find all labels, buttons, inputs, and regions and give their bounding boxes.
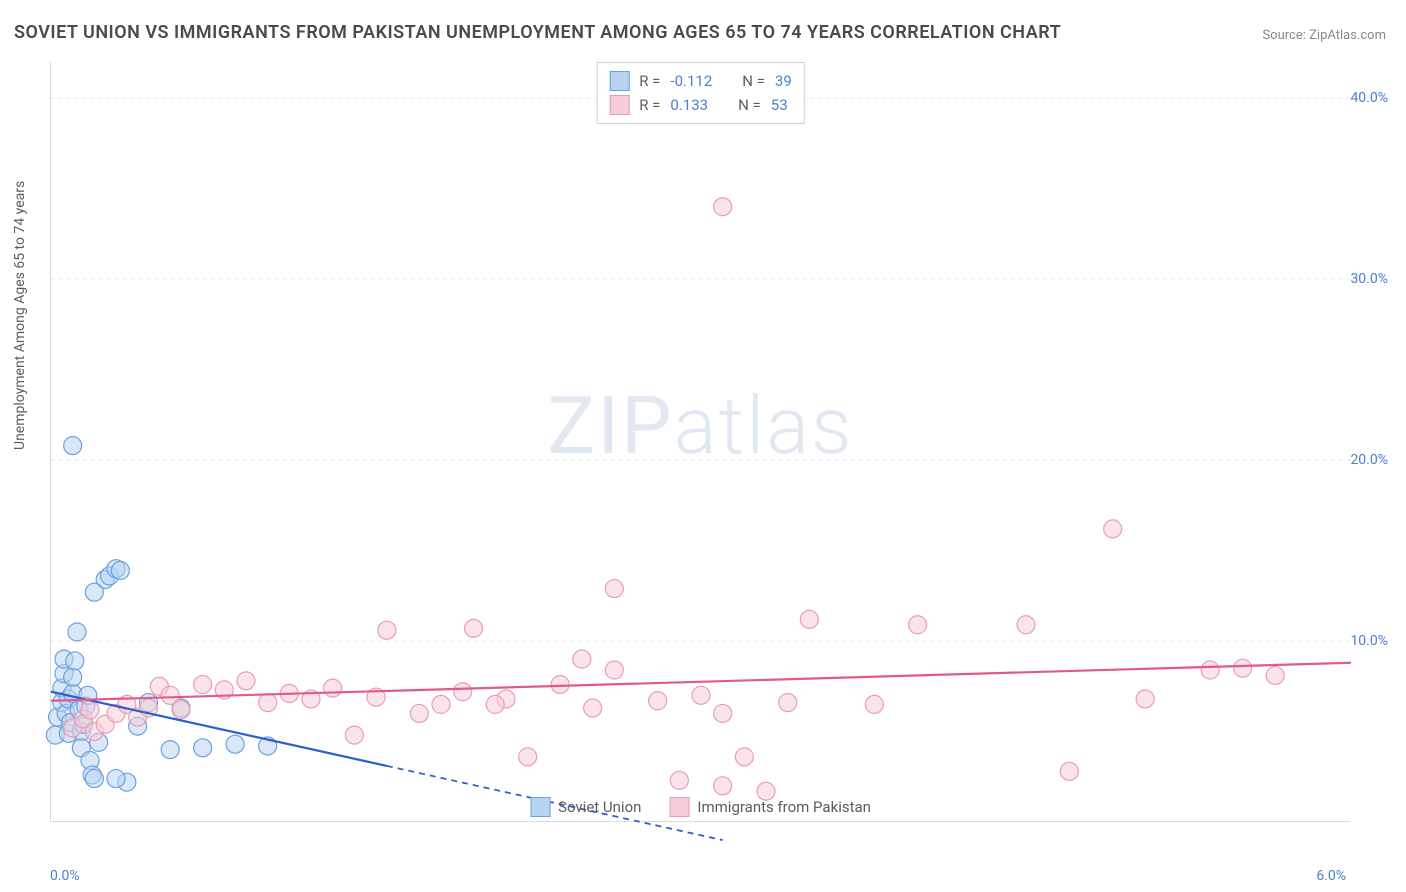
scatter-point <box>1060 762 1078 780</box>
legend-r-label: R = <box>639 96 660 114</box>
scatter-point <box>432 695 450 713</box>
y-tick-label: 20.0% <box>1350 452 1388 468</box>
scatter-point <box>64 437 82 455</box>
scatter-point <box>85 583 103 601</box>
scatter-point <box>194 675 212 693</box>
chart-title: SOVIET UNION VS IMMIGRANTS FROM PAKISTAN… <box>14 22 1061 43</box>
y-tick-label: 10.0% <box>1350 633 1388 649</box>
scatter-point <box>692 686 710 704</box>
scatter-point <box>573 650 591 668</box>
series-legend: Soviet Union Immigrants from Pakistan <box>530 797 871 817</box>
scatter-point <box>194 739 212 757</box>
scatter-point <box>551 675 569 693</box>
scatter-point <box>1017 616 1035 634</box>
scatter-point <box>909 616 927 634</box>
scatter-point <box>605 661 623 679</box>
scatter-point <box>324 679 342 697</box>
scatter-point <box>226 735 244 753</box>
y-axis-label: Unemployment Among Ages 65 to 74 years <box>12 181 28 450</box>
y-tick-label: 30.0% <box>1350 271 1388 287</box>
scatter-point <box>66 652 84 670</box>
scatter-point <box>714 777 732 795</box>
legend-item-pakistan: Immigrants from Pakistan <box>669 797 871 817</box>
plot-area: ZIPatlas R = -0.112 N = 39 R = 0.133 N =… <box>50 62 1350 822</box>
scatter-point <box>237 672 255 690</box>
legend-r-value-soviet: -0.112 <box>670 72 712 90</box>
scatter-point <box>1266 666 1284 684</box>
legend-row-soviet: R = -0.112 N = 39 <box>609 69 792 93</box>
scatter-point <box>85 770 103 788</box>
x-tick-right: 6.0% <box>1316 868 1346 884</box>
scatter-point <box>465 619 483 637</box>
scatter-point <box>378 621 396 639</box>
plot-svg <box>51 62 1350 821</box>
scatter-point <box>454 683 472 701</box>
scatter-point <box>172 701 190 719</box>
scatter-point <box>865 695 883 713</box>
source-name: ZipAtlas.com <box>1309 28 1386 43</box>
legend-n-label: N = <box>738 96 761 114</box>
scatter-point <box>68 623 86 641</box>
correlation-legend: R = -0.112 N = 39 R = 0.133 N = 53 <box>596 62 805 124</box>
scatter-point <box>1201 661 1219 679</box>
legend-row-pakistan: R = 0.133 N = 53 <box>609 93 792 117</box>
chart-container: SOVIET UNION VS IMMIGRANTS FROM PAKISTAN… <box>0 0 1406 892</box>
scatter-point <box>161 741 179 759</box>
x-tick-left: 0.0% <box>50 868 80 884</box>
scatter-point <box>605 580 623 598</box>
legend-n-value-soviet: 39 <box>775 72 792 90</box>
source-label: Source: <box>1262 28 1305 43</box>
scatter-point <box>486 695 504 713</box>
scatter-point <box>259 694 277 712</box>
scatter-point <box>649 692 667 710</box>
legend-swatch-soviet <box>609 71 629 91</box>
scatter-point <box>714 198 732 216</box>
legend-r-label: R = <box>639 72 660 90</box>
scatter-points <box>46 198 1284 800</box>
legend-n-value-pakistan: 53 <box>771 96 788 114</box>
scatter-point <box>1234 659 1252 677</box>
scatter-point <box>1136 690 1154 708</box>
y-tick-label: 40.0% <box>1350 90 1388 106</box>
gridlines <box>51 98 1351 641</box>
scatter-point <box>670 771 688 789</box>
legend-swatch-pakistan <box>609 95 629 115</box>
scatter-point <box>519 748 537 766</box>
scatter-point <box>111 561 129 579</box>
legend-item-soviet: Soviet Union <box>530 797 641 817</box>
legend-swatch-soviet <box>530 797 550 817</box>
scatter-point <box>107 770 125 788</box>
scatter-point <box>345 726 363 744</box>
scatter-point <box>410 704 428 722</box>
scatter-point <box>81 701 99 719</box>
scatter-point <box>714 704 732 722</box>
scatter-point <box>584 699 602 717</box>
legend-label-soviet: Soviet Union <box>558 798 641 816</box>
scatter-point <box>779 694 797 712</box>
legend-r-value-pakistan: 0.133 <box>670 96 708 114</box>
legend-n-label: N = <box>742 72 765 90</box>
source-attribution: Source: ZipAtlas.com <box>1262 28 1386 43</box>
scatter-point <box>735 748 753 766</box>
legend-label-pakistan: Immigrants from Pakistan <box>697 798 871 816</box>
scatter-point <box>64 668 82 686</box>
scatter-point <box>1104 520 1122 538</box>
legend-swatch-pakistan <box>669 797 689 817</box>
scatter-point <box>800 610 818 628</box>
